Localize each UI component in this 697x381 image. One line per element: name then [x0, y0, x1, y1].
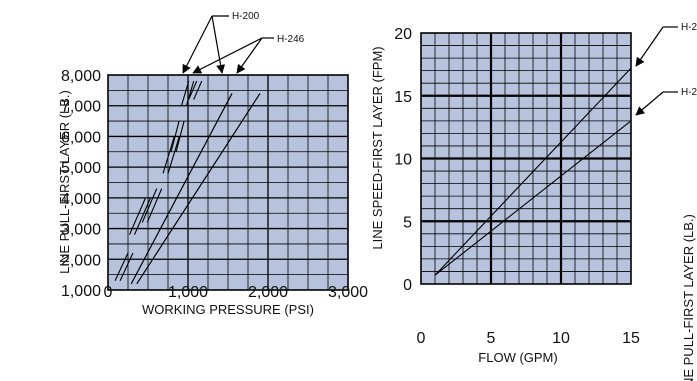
line-pull-x-axis-title: WORKING PRESSURE (PSI): [142, 302, 314, 317]
drum-layer-segment: [128, 197, 147, 235]
y-tick-label: 5: [403, 214, 412, 231]
x-tick-label: 0: [104, 284, 113, 301]
drum-layer-segment: [180, 80, 190, 106]
x-tick-label: 3,000: [328, 284, 368, 301]
y-tick-label: 1,000: [61, 283, 101, 300]
x-tick-label: 10: [552, 330, 570, 347]
y-tick-label: 3,000: [61, 222, 101, 239]
drum-layer-segment: [146, 188, 163, 223]
h246-series-line: [136, 93, 261, 285]
line-pull-x-tick-labels: 0 1,000 2,000 3,000: [104, 284, 369, 301]
line-pull-callout-leaders: [182, 15, 274, 74]
y-tick-label: 15: [394, 89, 412, 106]
drum-layer-segment: [170, 120, 180, 152]
upper-series-line: [434, 67, 632, 276]
drum-layer-segment: [141, 188, 158, 223]
line-pull-major-grid: [108, 75, 348, 290]
line-speed-x-tick-labels: 0 5 10 15: [417, 330, 640, 347]
y-tick-label: 5,000: [61, 160, 101, 177]
drum-layer-segment: [167, 136, 180, 174]
x-tick-label: 2,000: [248, 284, 288, 301]
y-tick-label: 10: [394, 152, 412, 169]
line-speed-chart: 0 5 10 15 20 0 5 10 15 FLOW (GPM) LINE SPEED-FI…: [370, 22, 697, 365]
drum-layer-segment: [175, 120, 185, 152]
line-pull-minor-grid: [108, 75, 348, 290]
line-speed-y-tick-labels: 0 5 10 15 20: [394, 26, 412, 294]
line-speed-x-axis-title: FLOW (GPM): [478, 350, 557, 365]
lower-series-line: [434, 120, 632, 276]
line-speed-y-axis-title: LINE SPEED-FIRST LAYER (FPM): [370, 46, 385, 249]
y-tick-label: 4,000: [61, 191, 101, 208]
upper-series-callout-label: H-2: [681, 22, 697, 33]
drum-layer-segment: [162, 136, 175, 174]
y-tick-label: 0: [403, 277, 412, 294]
y-tick-label: 2,000: [61, 252, 101, 269]
drum-layer-segment: [188, 80, 198, 100]
y-tick-label: 7,000: [61, 99, 101, 116]
partial-chart-y-axis-title: LINE PULL-FIRST LAYER (LB.): [681, 214, 696, 381]
line-pull-series: [130, 93, 261, 285]
line-pull-y-axis-title: LINE PULL-FIRST LAYER (LB.): [57, 90, 72, 274]
x-tick-label: 15: [622, 330, 640, 347]
line-pull-plot-frame: [107, 74, 349, 291]
h200-callout-label: H-200: [232, 11, 260, 22]
line-pull-chart-partial: LINE PULL-FIRST LAYER (LB.): [681, 214, 696, 381]
line-speed-plot-frame: [420, 32, 632, 285]
lower-series-callout-label: H-2: [681, 87, 697, 98]
h246-callout-label: H-246: [277, 34, 305, 45]
drum-layer-segment: [133, 197, 152, 235]
line-pull-chart: 1,000 2,000 3,000 4,000 5,000 6,000 7,000 8,000…: [57, 11, 368, 317]
h200-series-line: [130, 93, 233, 285]
y-tick-label: 6,000: [61, 129, 101, 146]
x-tick-label: 0: [417, 330, 426, 347]
line-pull-drum-layer-segments: [114, 80, 203, 282]
y-tick-label: 20: [394, 26, 412, 43]
drum-layer-segment: [119, 252, 134, 282]
line-pull-y-tick-labels: 1,000 2,000 3,000 4,000 5,000 6,000 7,000 8,000: [61, 68, 101, 300]
y-tick-label: 8,000: [61, 68, 101, 85]
line-speed-callout-leaders: [635, 26, 678, 116]
x-tick-label: 5: [487, 330, 496, 347]
x-tick-label: 1,000: [168, 284, 208, 301]
drum-layer-segment: [193, 80, 203, 100]
line-speed-series: [434, 67, 632, 276]
line-speed-major-grid: [421, 33, 631, 284]
drum-layer-segment: [185, 80, 195, 106]
drum-layer-segment: [114, 252, 129, 282]
